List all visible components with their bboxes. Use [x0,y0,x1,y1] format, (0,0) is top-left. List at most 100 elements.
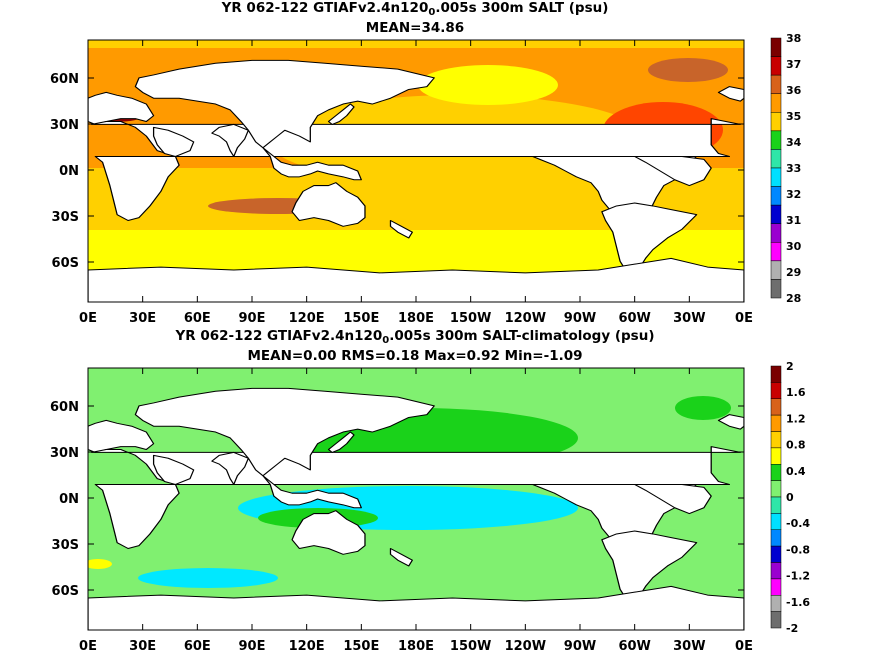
colorbar-swatch [770,204,782,224]
colorbar-swatch [770,130,782,150]
colorbar-swatch [770,186,782,206]
top-panel-subtitle: MEAN=34.86 [365,20,465,36]
colorbar-swatch [770,93,782,113]
colorbar-swatch [770,242,782,262]
colorbar-swatch [770,464,782,481]
x-tick-label: 120W [505,311,546,326]
colorbar-label: 36 [786,84,802,97]
y-tick-label: 60S [52,584,79,599]
x-tick-label: 150W [450,311,491,326]
colorbar-swatch [770,513,782,530]
southern-negative [138,568,278,588]
y-tick-label: 60N [50,400,79,415]
colorbar-label: 0.4 [786,465,806,478]
top-panel-title: YR 062-122 GTIAFv2.4n1200.005s 300m SALT… [221,0,609,18]
colorbar-swatch [770,447,782,465]
colorbar-swatch [770,149,782,169]
colorbar-swatch [770,398,782,416]
colorbar-swatch [770,365,782,383]
colorbar-swatch [770,578,782,596]
colorbar-swatch [770,56,782,76]
north-pacific-fresh [418,65,558,105]
y-tick-label: 60S [52,256,79,271]
x-tick-label: 150E [343,311,379,326]
x-tick-label: 90W [564,311,596,326]
colorbar-label: 0 [786,491,794,504]
x-tick-label: 60W [618,639,650,654]
x-tick-label: 90W [564,639,596,654]
colorbar-label: 33 [786,162,801,175]
colorbar-label: 31 [786,214,801,227]
x-tick-label: 150E [343,639,379,654]
y-tick-label: 0N [59,492,79,507]
x-tick-label: 120E [289,639,325,654]
x-tick-label: 30W [673,311,705,326]
y-tick-label: 30N [50,446,79,461]
x-tick-label: 60W [618,311,650,326]
colorbar-label: 37 [786,58,801,71]
colorbar-label: 34 [786,136,802,149]
colorbar-swatch [770,223,782,243]
colorbar-label: 28 [786,292,801,305]
x-tick-label: 30E [129,311,156,326]
y-tick-label: 0N [59,164,79,179]
colorbar-swatch [770,260,782,280]
top-x-axis: 0E 30E 60E 90E 120E 150E 180E 150W 120W 90W 60W 30W… [79,40,753,326]
x-tick-label: 180E [398,639,434,654]
colorbar-swatch [770,112,782,132]
bottom-panel-title: YR 062-122 GTIAFv2.4n1200.005s 300m SALT… [175,328,655,346]
colorbar-label: 29 [786,266,801,279]
colorbar-swatch [770,414,782,432]
colorbar-label: 2 [786,360,794,373]
x-tick-label: 90E [239,311,266,326]
subpolar-atlantic [648,58,728,82]
colorbar-label: -0.8 [786,543,810,556]
colorbar-swatch [770,74,782,94]
x-tick-label: 0E [79,639,97,654]
colorbar-swatch [770,279,782,299]
colorbar-swatch [770,480,782,498]
x-tick-label: 120W [505,639,546,654]
bottom-colorbar: 2 1.6 1.2 0.8 0.4 0 -0.4 -0.8 -1.2 -1.6 -2 [770,360,810,635]
y-tick-label: 60N [50,72,79,87]
bottom-y-axis: 60N 30N 0N 30S 60S [50,400,744,599]
x-tick-label: 120E [289,311,325,326]
colorbar-label: 35 [786,110,801,123]
colorbar-swatch [770,382,782,399]
colorbar-swatch [770,167,782,187]
colorbar-label: 30 [786,240,802,253]
colorbar-label: -1.2 [786,570,810,583]
colorbar-swatch [770,529,782,547]
colorbar-label: -2 [786,622,798,635]
colorbar-swatch [770,496,782,514]
x-tick-label: 0E [735,639,753,654]
agulhas-positive [88,559,112,569]
colorbar-label: 1.2 [786,412,806,425]
colorbar-swatch [770,37,782,57]
top-y-axis: 60N 30N 0N 30S 60S [50,72,744,271]
x-tick-label: 60E [184,639,211,654]
colorbar-swatch [770,545,782,563]
y-tick-label: 30S [52,210,79,225]
x-tick-label: 60E [184,311,211,326]
colorbar-swatch [770,595,782,612]
y-tick-label: 30S [52,538,79,553]
y-tick-label: 30N [50,118,79,133]
colorbar-label: 38 [786,32,801,45]
colorbar-swatch [770,562,782,580]
x-tick-label: 0E [735,311,753,326]
bottom-map-panel: 60N 30N 0N 30S 60S 0E 30E 60E 90E 120E 150E 180E 15… [50,360,810,654]
bottom-panel-subtitle: MEAN=0.00 RMS=0.18 Max=0.92 Min=-1.09 [247,348,583,364]
colorbar-label: -1.6 [786,596,810,609]
subpolar-positive [675,396,731,420]
colorbar-label: 1.6 [786,386,806,399]
x-tick-label: 180E [398,311,434,326]
bottom-x-axis: 0E 30E 60E 90E 120E 150E 180E 150W 120W 90W 60W 30W… [79,368,753,654]
colorbar-label: 32 [786,188,801,201]
colorbar-label: 0.8 [786,439,806,452]
x-tick-label: 150W [450,639,491,654]
top-map-panel: 60N 30N 0N 30S 60S 0E 30E 60E 90E 120E 150E 180E 15… [50,32,802,326]
x-tick-label: 90E [239,639,266,654]
colorbar-swatch [770,611,782,629]
